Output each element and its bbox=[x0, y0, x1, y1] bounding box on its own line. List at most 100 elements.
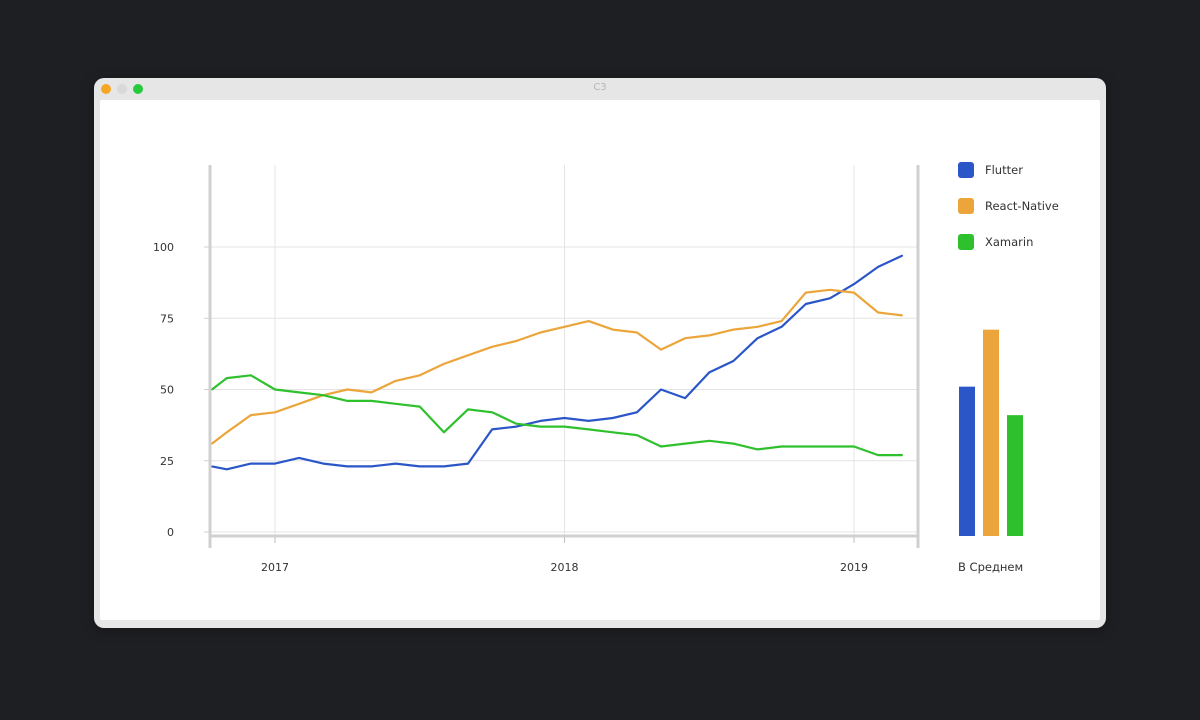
data-point-flutter bbox=[515, 425, 518, 428]
minimize-window-button[interactable] bbox=[117, 84, 127, 94]
legend-label-react-native: React-Native bbox=[985, 199, 1059, 213]
data-point-flutter bbox=[370, 465, 373, 468]
data-point-flutter bbox=[443, 465, 445, 468]
data-point-flutter bbox=[804, 303, 807, 305]
axes: 0 25 50 75 100 2017 2018 2019 bbox=[153, 165, 920, 574]
close-window-button[interactable] bbox=[101, 84, 111, 94]
data-point-react-native bbox=[491, 345, 493, 348]
y-tick-label: 25 bbox=[160, 455, 174, 468]
data-point-flutter bbox=[298, 457, 300, 459]
data-point-react-native bbox=[756, 326, 759, 328]
y-tick-label: 0 bbox=[167, 526, 174, 539]
average-bars-label: В Среднем bbox=[958, 560, 1024, 574]
data-point-flutter bbox=[250, 462, 252, 465]
data-point-flutter bbox=[587, 420, 590, 422]
legend-item-react-native[interactable]: React-Native bbox=[958, 198, 1098, 216]
data-point-react-native bbox=[394, 380, 397, 382]
data-point-xamarin bbox=[250, 374, 252, 377]
data-point-flutter bbox=[394, 462, 397, 465]
data-point-flutter bbox=[611, 417, 614, 419]
x-tick-label: 2017 bbox=[261, 561, 289, 574]
data-point-xamarin bbox=[587, 428, 590, 431]
data-point-react-native bbox=[211, 442, 213, 445]
data-point-xamarin bbox=[225, 377, 228, 379]
data-point-flutter bbox=[418, 465, 421, 468]
data-point-xamarin bbox=[780, 445, 783, 448]
legend-item-xamarin[interactable]: Xamarin bbox=[958, 234, 1098, 252]
data-point-flutter bbox=[563, 417, 566, 419]
data-point-xamarin bbox=[346, 400, 349, 402]
data-point-flutter bbox=[853, 283, 855, 285]
legend-label-xamarin: Xamarin bbox=[985, 235, 1034, 249]
data-point-xamarin bbox=[756, 448, 759, 451]
data-point-xamarin bbox=[298, 391, 300, 394]
zoom-window-button[interactable] bbox=[133, 84, 143, 94]
data-point-react-native bbox=[732, 328, 735, 331]
data-point-flutter bbox=[274, 462, 276, 465]
x-tick-label: 2018 bbox=[551, 561, 579, 574]
series-line-xamarin bbox=[211, 374, 903, 457]
data-point-xamarin bbox=[563, 425, 566, 428]
data-point-react-native bbox=[587, 320, 590, 322]
data-point-react-native bbox=[274, 411, 276, 414]
data-point-flutter bbox=[684, 397, 686, 399]
series-lines bbox=[211, 254, 904, 471]
data-point-react-native bbox=[467, 354, 469, 357]
data-point-flutter bbox=[877, 266, 879, 268]
data-point-xamarin bbox=[394, 402, 397, 405]
data-point-react-native bbox=[346, 388, 349, 391]
series-line-flutter bbox=[211, 254, 903, 471]
window-content bbox=[100, 100, 1100, 620]
window-title: C3 bbox=[593, 82, 607, 93]
data-point-react-native bbox=[611, 328, 614, 331]
data-point-xamarin bbox=[877, 454, 879, 456]
data-point-xamarin bbox=[684, 442, 686, 445]
average-bar-chart bbox=[959, 329, 1023, 536]
legend-item-flutter[interactable]: Flutter bbox=[958, 162, 1098, 180]
data-point-xamarin bbox=[491, 411, 493, 414]
data-point-react-native bbox=[250, 414, 252, 416]
data-point-flutter bbox=[708, 371, 711, 374]
legend-label-flutter: Flutter bbox=[985, 163, 1023, 177]
grid bbox=[210, 165, 918, 536]
legend-swatch-xamarin bbox=[958, 234, 974, 250]
data-point-xamarin bbox=[732, 442, 735, 445]
data-point-react-native bbox=[877, 311, 879, 314]
data-point-xamarin bbox=[804, 445, 807, 448]
data-point-flutter bbox=[467, 462, 469, 465]
data-point-xamarin bbox=[829, 445, 831, 448]
data-point-react-native bbox=[684, 337, 686, 340]
data-point-xamarin bbox=[611, 431, 614, 434]
data-point-flutter bbox=[901, 254, 904, 257]
data-point-xamarin bbox=[708, 440, 711, 442]
data-point-flutter bbox=[829, 297, 831, 300]
data-point-react-native bbox=[660, 348, 662, 351]
data-point-react-native bbox=[515, 340, 518, 342]
data-point-xamarin bbox=[515, 422, 518, 425]
data-point-react-native bbox=[225, 431, 228, 434]
data-point-react-native bbox=[539, 331, 542, 334]
data-point-flutter bbox=[225, 468, 228, 471]
data-point-xamarin bbox=[418, 405, 421, 408]
data-point-react-native bbox=[804, 291, 807, 294]
data-point-react-native bbox=[829, 288, 831, 291]
data-point-react-native bbox=[563, 326, 566, 328]
data-point-flutter bbox=[636, 411, 638, 414]
data-point-react-native bbox=[418, 374, 421, 377]
data-point-xamarin bbox=[274, 388, 276, 391]
data-point-react-native bbox=[780, 320, 783, 322]
y-tick-label: 100 bbox=[153, 241, 174, 254]
data-point-xamarin bbox=[636, 434, 638, 436]
data-point-react-native bbox=[298, 402, 300, 405]
data-point-xamarin bbox=[853, 445, 855, 448]
data-point-flutter bbox=[346, 465, 349, 468]
data-point-react-native bbox=[708, 334, 711, 337]
data-point-xamarin bbox=[443, 431, 445, 434]
average-bar-react-native bbox=[983, 329, 999, 536]
average-bar-xamarin bbox=[1007, 415, 1023, 536]
data-point-flutter bbox=[660, 388, 662, 391]
data-point-react-native bbox=[901, 314, 904, 317]
data-point-react-native bbox=[853, 291, 855, 294]
y-tick-label: 75 bbox=[160, 312, 174, 325]
data-point-flutter bbox=[756, 337, 759, 340]
